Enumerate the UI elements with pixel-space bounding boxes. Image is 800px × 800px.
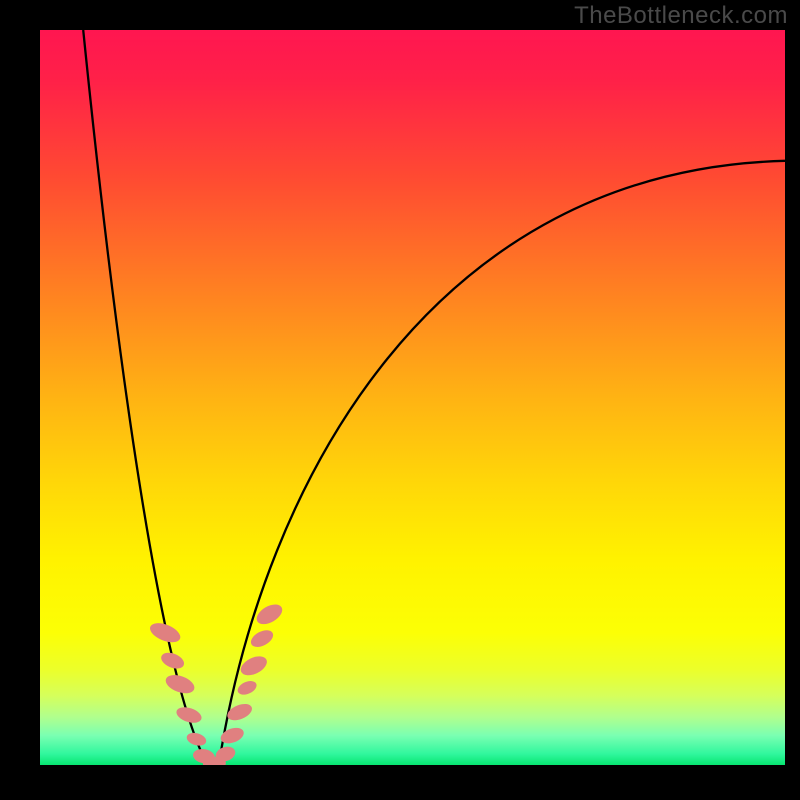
chart-svg (40, 30, 785, 765)
gradient-background (40, 30, 785, 765)
plot-area (40, 30, 785, 765)
watermark-text: TheBottleneck.com (574, 2, 788, 30)
chart-frame: TheBottleneck.com (0, 0, 800, 800)
